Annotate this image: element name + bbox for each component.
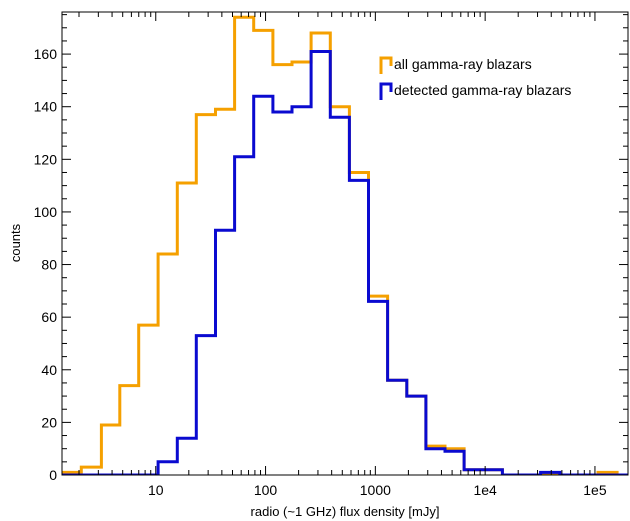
legend-swatch: [379, 82, 393, 100]
y-tick-label: 140: [34, 99, 58, 115]
legend-swatch: [379, 56, 393, 74]
legend-label: all gamma-ray blazars: [394, 56, 532, 72]
x-tick-label: 100: [254, 482, 278, 498]
plot-frame: [61, 11, 629, 476]
y-tick-label: 120: [34, 151, 58, 167]
plot-series-group: [62, 15, 628, 475]
y-tick-label: 0: [49, 467, 57, 483]
y-tick-label: 40: [41, 362, 57, 378]
x-tick-label: 1e4: [473, 482, 497, 498]
x-tick-label: 10: [148, 482, 164, 498]
x-axis: 10 100 1000 1e4 1e5: [78, 12, 629, 498]
legend-label: detected gamma-ray blazars: [394, 82, 571, 98]
histogram-series-all: [62, 15, 628, 475]
y-tick-label: 20: [41, 414, 57, 430]
y-tick-label: 100: [34, 204, 58, 220]
histogram-series-detected: [62, 50, 628, 475]
x-axis-label: radio (~1 GHz) flux density [mJy]: [251, 504, 440, 519]
y-axis: 0 20 40 60 80 100 120 140 160: [34, 14, 628, 483]
y-tick-label: 160: [34, 46, 58, 62]
x-tick-label: 1e5: [583, 482, 607, 498]
y-axis-label: counts: [8, 223, 23, 262]
legend: all gamma-ray blazars detected gamma-ray …: [379, 56, 571, 100]
x-tick-label: 1000: [360, 482, 391, 498]
y-tick-label: 80: [41, 257, 57, 273]
y-tick-label: 60: [41, 309, 57, 325]
